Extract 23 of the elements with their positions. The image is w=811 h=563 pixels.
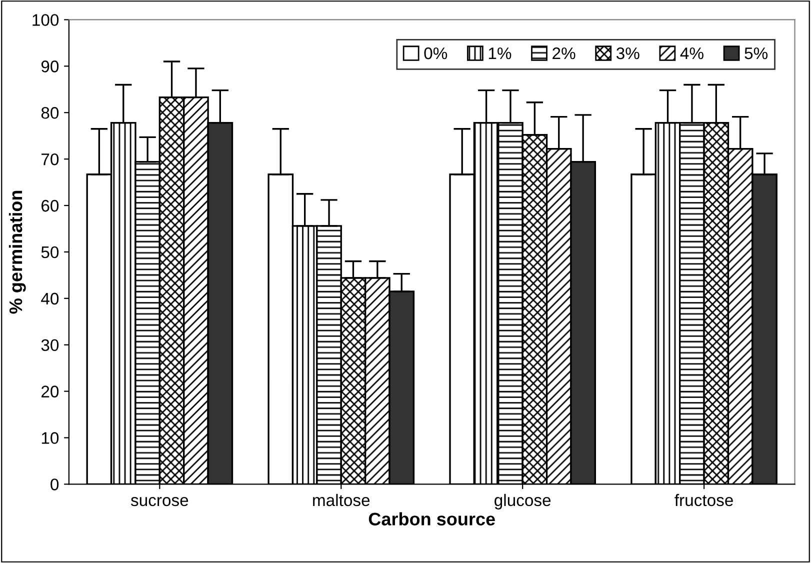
y-tick-label: 50 bbox=[41, 246, 59, 258]
x-tick-label: maltose bbox=[313, 494, 370, 506]
legend-label: 0% bbox=[424, 47, 448, 60]
legend-label: 4% bbox=[680, 47, 704, 60]
x-tick-label: sucrose bbox=[130, 497, 188, 506]
y-tick-label: 30 bbox=[41, 339, 59, 352]
legend-label: 2% bbox=[552, 47, 576, 60]
y-tick-label: 20 bbox=[42, 386, 59, 398]
x-tick-label: glucose bbox=[494, 494, 551, 510]
y-tick-label: 60 bbox=[42, 200, 59, 212]
legend-label: 3% bbox=[616, 47, 640, 60]
y-tick-label: 100 bbox=[32, 14, 59, 26]
legend-label: 5% bbox=[744, 47, 768, 60]
x-axis-title: Carbon source bbox=[368, 512, 495, 526]
y-tick-label: 0 bbox=[50, 478, 59, 490]
y-tick-label: 70 bbox=[42, 153, 59, 166]
legend-label: 1% bbox=[488, 47, 512, 60]
y-tick-label: 40 bbox=[41, 292, 59, 305]
x-tick-label: fructose bbox=[674, 494, 733, 506]
y-axis-title: % germination bbox=[8, 190, 26, 314]
y-tick-label: 90 bbox=[41, 60, 59, 72]
y-tick-label: 10 bbox=[42, 432, 59, 444]
y-tick-label: 80 bbox=[41, 107, 59, 119]
